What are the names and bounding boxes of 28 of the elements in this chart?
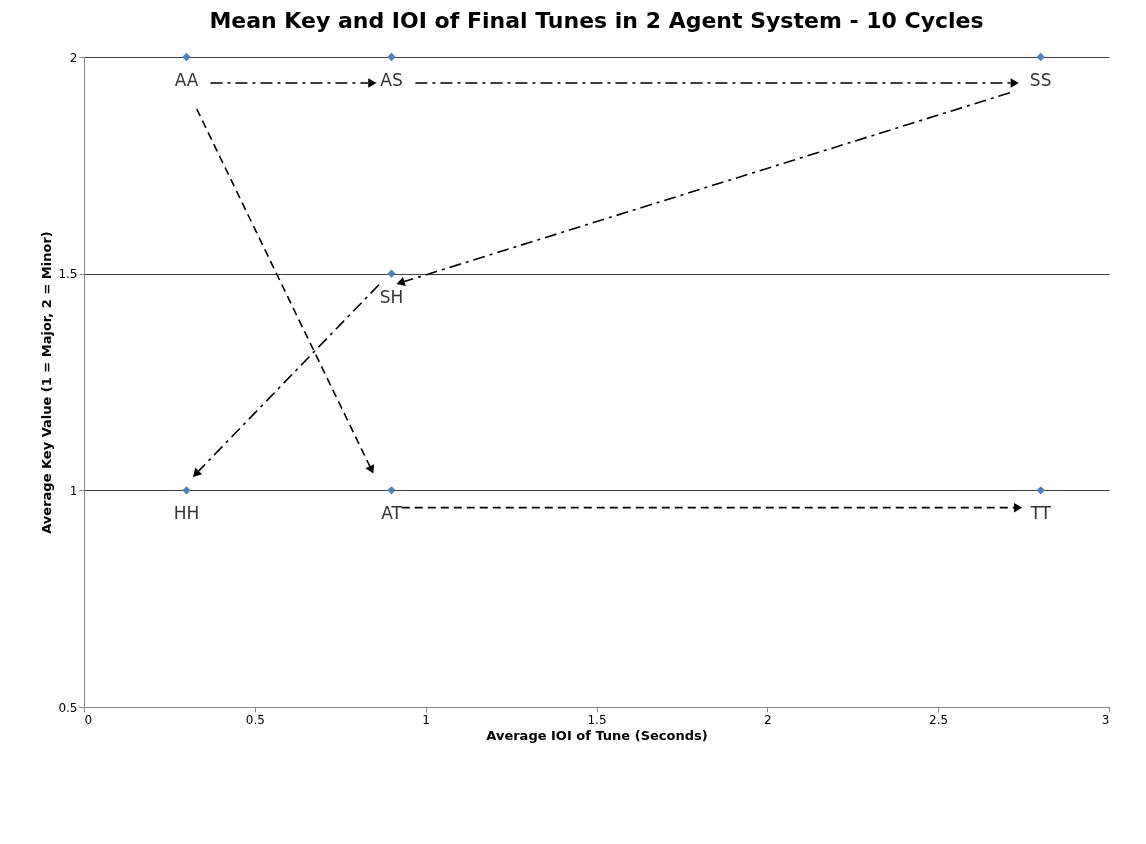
x-tick-label: 0 [84,712,93,727]
y-axis-title: Average Key Value (1 = Major, 2 = Minor) [39,231,55,534]
chart-title: Mean Key and IOI of Final Tunes in 2 Agent System - 10 Cycles [209,8,984,33]
x-tick-label: 2.5 [929,712,949,727]
x-axis-title: Average IOI of Tune (Seconds) [486,727,708,743]
y-tick-label: 0.5 [58,700,78,715]
point [387,269,396,278]
point [387,486,396,495]
annotation: SS [1029,70,1052,90]
point [1036,486,1045,495]
annotation: TT [1029,503,1052,524]
point [182,486,191,495]
point [387,52,396,62]
y-tick-label: 1 [69,483,78,498]
annotation: SH [379,286,404,307]
annotation: AT [381,503,403,524]
point [182,52,191,62]
y-tick-label: 1.5 [58,267,78,282]
annotation: HH [173,503,200,524]
x-tick-label: 1 [422,712,430,727]
x-tick-label: 2 [764,712,772,727]
x-tick-label: 0.5 [245,712,265,727]
annotation: AA [174,70,199,90]
annotation: AS [380,70,403,90]
x-tick-label: 3 [1101,712,1110,727]
point [1036,52,1045,62]
x-tick-label: 1.5 [587,712,607,727]
y-tick-label: 2 [69,50,78,65]
